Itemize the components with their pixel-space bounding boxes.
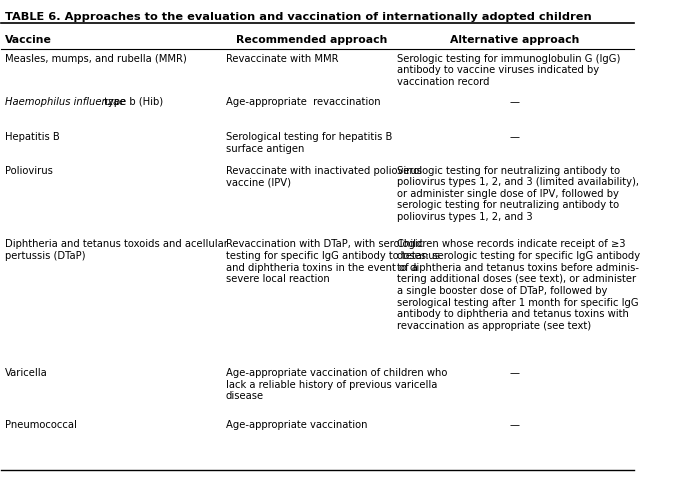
Text: Serologic testing for neutralizing antibody to
poliovirus types 1, 2, and 3 (lim: Serologic testing for neutralizing antib… xyxy=(397,166,639,222)
Text: Children whose records indicate receipt of ≥3
doses: serologic testing for speci: Children whose records indicate receipt … xyxy=(397,240,640,331)
Text: Alternative approach: Alternative approach xyxy=(450,34,580,45)
Text: Serological testing for hepatitis B
surface antigen: Serological testing for hepatitis B surf… xyxy=(226,132,393,154)
Text: Haemophilus influenzae: Haemophilus influenzae xyxy=(5,97,125,107)
Text: Revaccinate with inactivated poliovirus
vaccine (IPV): Revaccinate with inactivated poliovirus … xyxy=(226,166,422,187)
Text: Poliovirus: Poliovirus xyxy=(5,166,52,176)
Text: Revaccinate with MMR: Revaccinate with MMR xyxy=(226,54,338,64)
Text: Age-appropriate  revaccination: Age-appropriate revaccination xyxy=(226,97,381,107)
Text: Varicella: Varicella xyxy=(5,368,48,378)
Text: Revaccination with DTaP, with serologic
testing for specific IgG antibody to tet: Revaccination with DTaP, with serologic … xyxy=(226,240,440,285)
Text: Pneumococcal: Pneumococcal xyxy=(5,421,77,431)
Text: Measles, mumps, and rubella (MMR): Measles, mumps, and rubella (MMR) xyxy=(5,54,186,64)
Text: —: — xyxy=(510,368,520,378)
Text: —: — xyxy=(510,421,520,431)
Text: Hepatitis B: Hepatitis B xyxy=(5,132,59,142)
Text: Vaccine: Vaccine xyxy=(5,34,52,45)
Text: Recommended approach: Recommended approach xyxy=(236,34,387,45)
Text: —: — xyxy=(510,132,520,142)
Text: Diphtheria and tetanus toxoids and acellular
pertussis (DTaP): Diphtheria and tetanus toxoids and acell… xyxy=(5,240,228,261)
Text: Serologic testing for immunoglobulin G (IgG)
antibody to vaccine viruses indicat: Serologic testing for immunoglobulin G (… xyxy=(397,54,620,87)
Text: Age-appropriate vaccination: Age-appropriate vaccination xyxy=(226,421,368,431)
Text: —: — xyxy=(510,97,520,107)
Text: TABLE 6. Approaches to the evaluation and vaccination of internationally adopted: TABLE 6. Approaches to the evaluation an… xyxy=(5,12,591,22)
Text: Age-appropriate vaccination of children who
lack a reliable history of previous : Age-appropriate vaccination of children … xyxy=(226,368,447,401)
Text: type b (Hib): type b (Hib) xyxy=(101,97,163,107)
